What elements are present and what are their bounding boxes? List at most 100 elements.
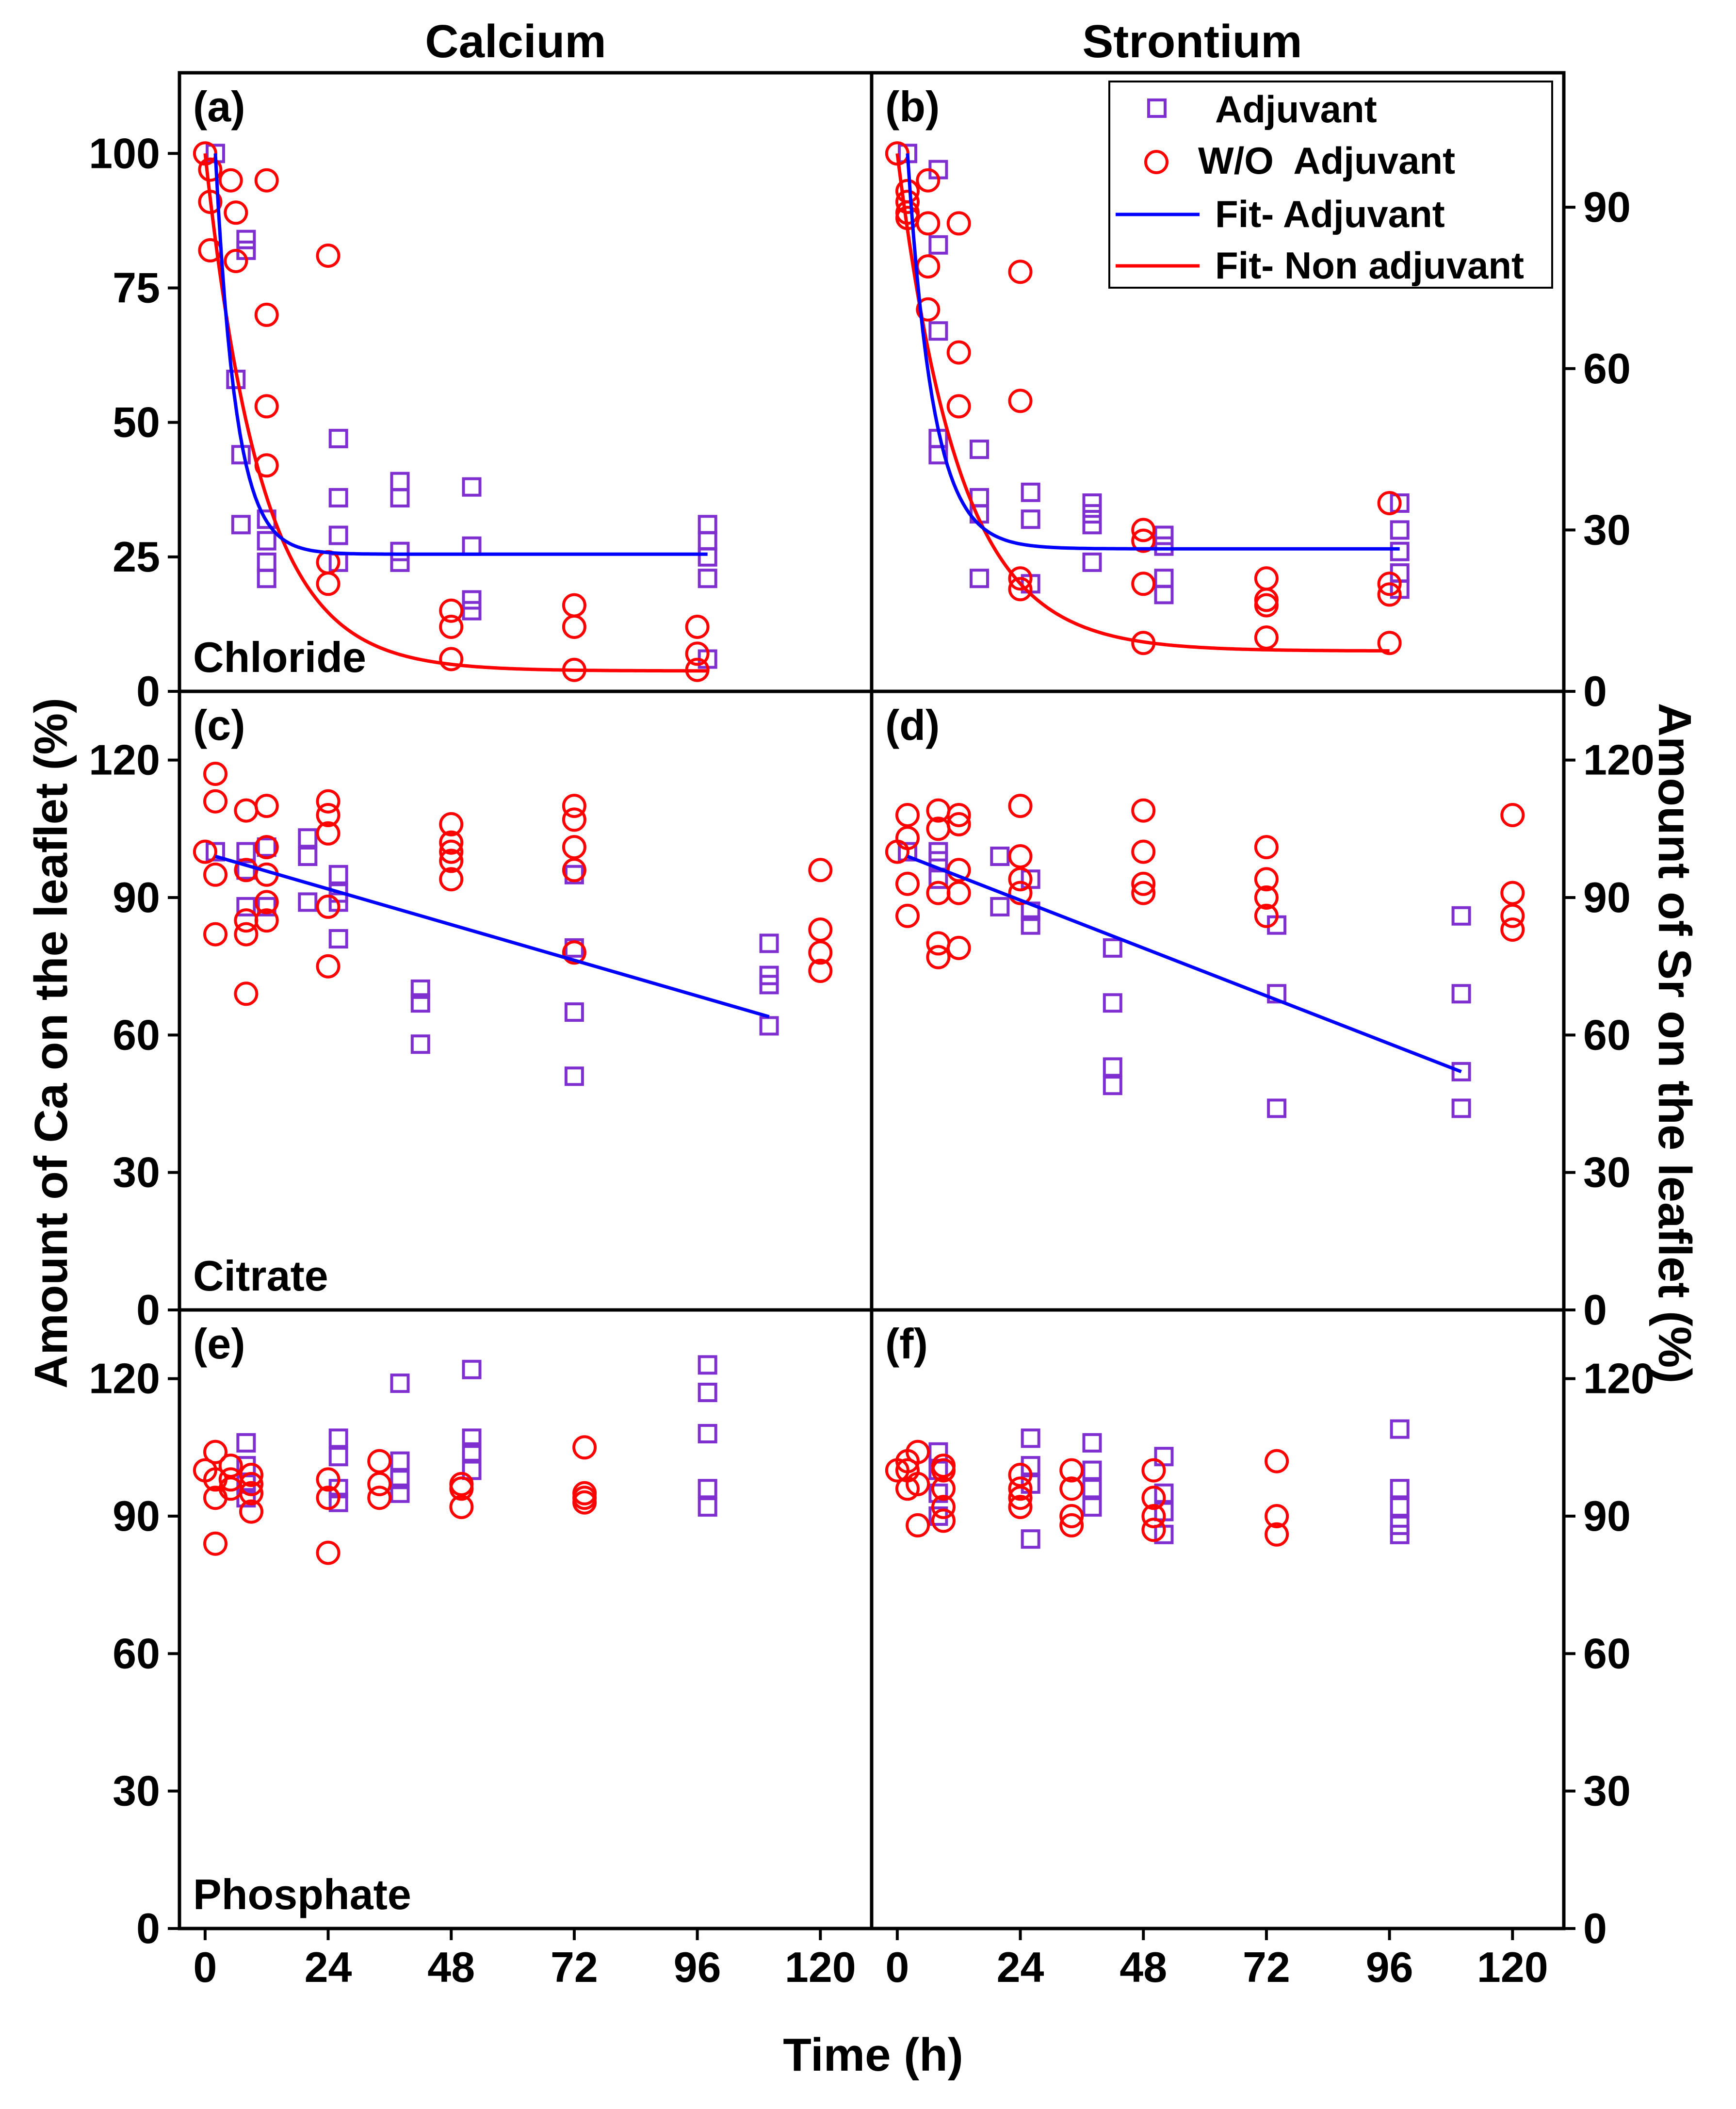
point-non-adjuvant-b-16 [1131,518,1156,542]
point-adjuvant-b-13 [1082,493,1102,513]
point-adjuvant-a-10 [328,428,348,448]
point-non-adjuvant-c-3 [203,862,227,887]
x-tick-label-e-4: 96 [674,1943,721,1991]
y-tick-label-c-3: 90 [113,873,160,921]
point-adjuvant-d-5 [990,897,1010,916]
point-adjuvant-a-25 [698,569,717,589]
x-tick-label-e-3: 72 [551,1943,598,1991]
point-non-adjuvant-e-13 [316,1486,341,1510]
fit-line-non-adjuvant-b [895,153,1390,653]
point-adjuvant-e-8 [390,1373,410,1393]
point-non-adjuvant-b-21 [1254,588,1279,612]
panel-label-d: (d) [885,701,940,749]
point-adjuvant-e-4 [328,1428,348,1448]
point-non-adjuvant-d-11 [946,812,971,836]
point-non-adjuvant-f-9 [931,1476,956,1501]
point-adjuvant-a-16 [390,541,410,561]
point-adjuvant-b-17 [1154,525,1174,545]
column-title-strontium: Strontium [1082,16,1302,67]
point-non-adjuvant-b-25 [1377,572,1402,596]
anion-label-e: Phosphate [193,1870,411,1918]
y-tick-label-b-2: 60 [1583,344,1631,392]
point-non-adjuvant-c-17 [316,821,341,846]
point-non-adjuvant-f-13 [1008,1476,1033,1501]
y-tick-label-c-4: 120 [89,736,160,784]
point-adjuvant-d-9 [1103,938,1122,958]
point-adjuvant-a-17 [390,552,410,572]
point-adjuvant-a-24 [698,547,717,567]
point-non-adjuvant-b-8 [916,297,941,322]
point-non-adjuvant-a-4 [218,168,243,193]
point-adjuvant-a-7 [257,531,276,551]
x-tick-label-e-0: 0 [193,1943,217,1991]
fit-line-non-adjuvant-a [203,153,708,673]
point-non-adjuvant-b-2 [895,190,920,214]
point-non-adjuvant-c-26 [562,807,586,832]
panel-label-c: (c) [193,701,245,749]
panel-frame-a [178,71,874,693]
point-non-adjuvant-c-11 [254,835,279,860]
y-tick-label-c-1: 30 [113,1148,160,1196]
y-tick-label-d-0: 0 [1583,1286,1607,1334]
point-adjuvant-d-0 [898,842,917,862]
point-adjuvant-b-16 [1082,552,1102,572]
point-non-adjuvant-b-23 [1254,625,1279,650]
point-non-adjuvant-a-14 [439,598,464,623]
y-tick-label-e-3: 90 [113,1492,160,1540]
point-adjuvant-c-8 [298,892,318,912]
point-non-adjuvant-a-21 [685,641,710,666]
point-non-adjuvant-d-1 [895,803,920,827]
x-tick-label-e-5: 120 [785,1943,856,1991]
point-adjuvant-c-13 [410,979,430,999]
point-adjuvant-f-4 [1021,1428,1040,1448]
point-non-adjuvant-e-9 [239,1471,263,1496]
fit-line-adjuvant-c [215,854,770,1018]
point-non-adjuvant-f-4 [906,1439,930,1464]
point-non-adjuvant-e-1 [203,1439,227,1464]
panel-label-b: (b) [885,82,940,131]
legend-label-non-adjuvant: W/O Adjuvant [1198,139,1455,182]
point-adjuvant-e-18 [698,1424,717,1443]
point-adjuvant-b-15 [1082,515,1102,535]
point-non-adjuvant-d-27 [1500,803,1525,827]
point-non-adjuvant-c-16 [316,803,341,827]
point-adjuvant-a-5 [231,515,251,535]
point-non-adjuvant-b-27 [1377,631,1402,655]
point-non-adjuvant-d-13 [946,881,971,905]
point-adjuvant-e-20 [698,1497,717,1517]
point-non-adjuvant-c-5 [234,798,259,823]
point-non-adjuvant-e-17 [367,1486,392,1510]
point-non-adjuvant-f-22 [1141,1504,1166,1528]
point-non-adjuvant-e-19 [449,1476,474,1501]
point-non-adjuvant-c-21 [439,830,464,855]
point-adjuvant-c-6 [298,828,318,848]
point-non-adjuvant-f-12 [1008,1463,1033,1487]
point-adjuvant-b-6 [970,440,989,459]
x-tick-label-f-3: 72 [1243,1943,1290,1991]
point-non-adjuvant-a-20 [685,615,710,639]
point-non-adjuvant-d-9 [926,945,951,969]
point-non-adjuvant-c-18 [316,894,341,919]
point-non-adjuvant-d-21 [1131,871,1156,896]
point-non-adjuvant-f-18 [1059,1504,1084,1528]
point-adjuvant-d-16 [1451,906,1471,926]
point-non-adjuvant-e-5 [218,1454,243,1478]
legend-label-fit-adjuvant: Fit- Adjuvant [1215,193,1445,235]
y-tick-label-b-1: 30 [1583,506,1631,554]
legend-box [1108,81,1553,289]
point-non-adjuvant-b-26 [1377,582,1402,607]
point-non-adjuvant-f-17 [1059,1476,1084,1501]
point-non-adjuvant-b-18 [1131,572,1156,596]
point-adjuvant-d-19 [1451,1098,1471,1118]
point-non-adjuvant-a-8 [254,302,279,327]
point-adjuvant-c-14 [410,993,430,1013]
y-tick-label-c-2: 60 [113,1011,160,1059]
x-tick-label-e-2: 48 [427,1943,475,1991]
point-adjuvant-b-9 [970,569,989,589]
point-non-adjuvant-f-8 [931,1458,956,1483]
y-tick-label-d-2: 60 [1583,1011,1631,1059]
point-non-adjuvant-d-18 [1008,881,1033,905]
point-adjuvant-f-20 [1390,1524,1410,1544]
point-non-adjuvant-c-4 [203,922,227,947]
